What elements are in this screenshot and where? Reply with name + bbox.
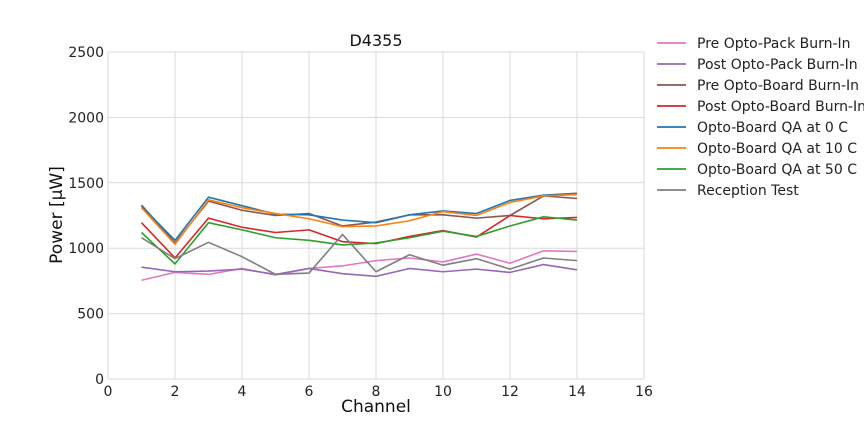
legend-label: Opto-Board QA at 10 C: [697, 141, 857, 157]
x-tick-label: 2: [171, 384, 180, 400]
x-tick-label: 12: [501, 384, 519, 400]
legend-label: Reception Test: [697, 183, 799, 199]
series-line-6: [140, 216, 578, 265]
x-tick-label: 14: [568, 384, 586, 400]
legend-label: Opto-Board QA at 0 C: [697, 120, 848, 136]
y-tick-label: 2500: [68, 45, 104, 61]
y-tick-label: 2000: [68, 110, 104, 126]
series-line-1: [141, 263, 578, 278]
series-line-4: [140, 192, 578, 242]
series-lines: [140, 192, 578, 282]
x-tick-label: 10: [434, 384, 452, 400]
x-tick-label: 0: [104, 384, 113, 400]
series-line-5: [140, 193, 578, 246]
tick-labels: 0 2 4 6 8 10 12 14 16 0 500 1000 1500 2000 2500: [68, 45, 653, 400]
x-axis-title: Channel: [341, 397, 411, 417]
y-tick-label: 0: [95, 372, 104, 388]
legend-label: Opto-Board QA at 50 C: [697, 162, 857, 178]
series-line-7: [141, 233, 578, 276]
y-tick-label: 500: [77, 307, 104, 323]
y-tick-label: 1000: [68, 241, 104, 257]
grid: [107, 51, 645, 380]
x-tick-label: 4: [238, 384, 247, 400]
legend-label: Post Opto-Pack Burn-In: [697, 57, 858, 73]
chart-title: D4355: [349, 31, 402, 50]
series-line-0: [141, 250, 578, 282]
x-tick-label: 8: [372, 384, 381, 400]
y-tick-label: 1500: [68, 176, 104, 192]
series-line-2: [140, 195, 578, 244]
x-tick-label: 6: [305, 384, 314, 400]
legend: Pre Opto-Pack Burn-In Post Opto-Pack Burn…: [657, 36, 864, 199]
legend-label: Pre Opto-Pack Burn-In: [697, 36, 851, 52]
x-tick-label: 16: [635, 384, 653, 400]
legend-label: Post Opto-Board Burn-In: [697, 99, 864, 115]
series-line-3: [140, 214, 578, 259]
y-axis-title: Power [μW]: [47, 166, 67, 264]
legend-label: Pre Opto-Board Burn-In: [697, 78, 859, 94]
